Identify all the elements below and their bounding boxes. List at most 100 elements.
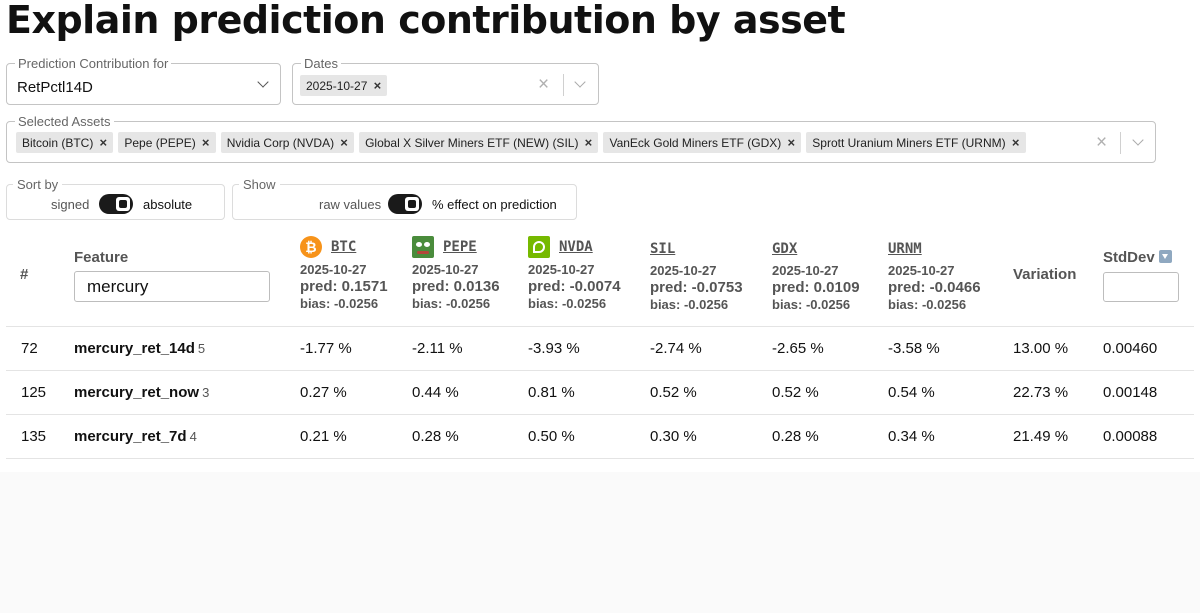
nvidia-icon xyxy=(528,236,550,258)
asset-bias: bias: -0.0256 xyxy=(772,297,851,312)
feature-count: 3 xyxy=(202,385,210,400)
stddev-header-label: StdDev xyxy=(1103,249,1155,266)
feature-count: 4 xyxy=(189,429,197,444)
ticker-link-urnm[interactable]: URNM xyxy=(888,241,922,257)
show-toggle-switch[interactable] xyxy=(388,194,422,214)
asset-column-btc: ₿ BTC 2025-10-27 pred: 0.1571 bias: -0.0… xyxy=(300,235,388,311)
variation-cell: 13.00 % xyxy=(1013,340,1069,357)
asset-chip-label: Nvidia Corp (NVDA) xyxy=(226,135,335,150)
ticker-link-gdx[interactable]: GDX xyxy=(772,241,798,257)
asset-chip-label: Global X Silver Miners ETF (NEW) (SIL) xyxy=(365,135,579,150)
stddev-header[interactable]: StdDev xyxy=(1103,249,1172,266)
feature-name-text: mercury_ret_14d xyxy=(74,340,195,357)
rank-cell: 135 xyxy=(21,428,47,445)
rank-cell: 125 xyxy=(21,384,47,401)
asset-column-urnm: URNM 2025-10-27 pred: -0.0466 bias: -0.0… xyxy=(888,238,981,312)
remove-chip-icon[interactable]: × xyxy=(787,135,796,150)
asset-chip-nvda: Nvidia Corp (NVDA) × xyxy=(220,132,355,153)
asset-pred: pred: -0.0753 xyxy=(650,279,743,296)
asset-column-sil: SIL 2025-10-27 pred: -0.0753 bias: -0.02… xyxy=(650,238,743,312)
remove-chip-icon[interactable]: × xyxy=(340,135,348,150)
ticker-link-btc[interactable]: BTC xyxy=(331,239,357,255)
dates-select[interactable]: Dates 2025-10-27 × × xyxy=(292,56,599,105)
asset-bias: bias: -0.0256 xyxy=(412,296,491,311)
asset-column-nvda: NVDA 2025-10-27 pred: -0.0074 bias: -0.0… xyxy=(528,235,621,311)
header-divider xyxy=(6,326,1194,327)
value-cell-gdx: 0.28 % xyxy=(772,428,819,445)
sort-toggle-switch[interactable] xyxy=(99,194,133,214)
asset-chip-btc: Bitcoin (BTC) × xyxy=(16,132,114,153)
value-cell-btc: 0.27 % xyxy=(300,384,347,401)
chevron-down-icon[interactable] xyxy=(1132,134,1144,146)
clear-icon[interactable]: × xyxy=(1096,132,1108,153)
asset-chip-label: Sprott Uranium Miners ETF (URNM) xyxy=(812,135,1006,150)
asset-column-pepe: PEPE 2025-10-27 pred: 0.0136 bias: -0.02… xyxy=(412,235,500,311)
sort-by-group: Sort by signed absolute xyxy=(6,178,225,220)
asset-chip-urnm: Sprott Uranium Miners ETF (URNM) × xyxy=(806,132,1026,153)
feature-name: mercury_ret_14d 5 xyxy=(74,340,205,357)
clear-icon[interactable]: × xyxy=(538,74,550,95)
feature-filter-input[interactable] xyxy=(74,271,270,302)
show-raw-label: raw values xyxy=(319,197,382,212)
feature-name: mercury_ret_7d 4 xyxy=(74,428,197,445)
bitcoin-icon: ₿ xyxy=(300,236,322,258)
feature-name-text: mercury_ret_7d xyxy=(74,428,187,445)
stddev-cell: 0.00460 xyxy=(1103,340,1158,357)
asset-bias: bias: -0.0256 xyxy=(528,296,607,311)
remove-chip-icon[interactable]: × xyxy=(1011,135,1020,150)
selected-assets-select[interactable]: Selected Assets Bitcoin (BTC) × Pepe (PEP… xyxy=(6,114,1156,163)
value-cell-nvda: 0.81 % xyxy=(528,384,575,401)
variation-header[interactable]: Variation xyxy=(1013,266,1077,283)
asset-date: 2025-10-27 xyxy=(528,262,595,277)
remove-chip-icon[interactable]: × xyxy=(99,135,108,150)
asset-column-gdx: GDX 2025-10-27 pred: 0.0109 bias: -0.025… xyxy=(772,238,860,312)
prediction-contribution-select[interactable]: Prediction Contribution for RetPctl14D xyxy=(6,56,281,105)
feature-name: mercury_ret_now 3 xyxy=(74,384,209,401)
asset-chip-sil: Global X Silver Miners ETF (NEW) (SIL) × xyxy=(359,132,599,153)
date-chip-label: 2025-10-27 xyxy=(306,78,368,93)
asset-chip-label: VanEck Gold Miners ETF (GDX) xyxy=(609,135,782,150)
chevron-down-icon[interactable] xyxy=(574,76,586,88)
value-cell-sil: 0.52 % xyxy=(650,384,697,401)
remove-chip-icon[interactable]: × xyxy=(373,78,382,93)
asset-date: 2025-10-27 xyxy=(412,262,479,277)
asset-date: 2025-10-27 xyxy=(650,263,717,278)
sort-down-icon[interactable] xyxy=(1158,250,1172,263)
prediction-contribution-value: RetPctl14D xyxy=(17,79,93,96)
pepe-icon xyxy=(412,236,434,258)
value-cell-btc: 0.21 % xyxy=(300,428,347,445)
feature-count: 5 xyxy=(197,341,206,356)
value-cell-btc: -1.77 % xyxy=(300,340,352,357)
date-chip: 2025-10-27 × xyxy=(300,75,388,96)
stddev-filter-input[interactable] xyxy=(1103,272,1179,302)
variation-cell: 22.73 % xyxy=(1013,384,1069,401)
value-cell-gdx: -2.65 % xyxy=(772,340,824,357)
asset-pred: pred: 0.0109 xyxy=(772,279,860,296)
rank-header: # xyxy=(20,266,29,283)
feature-header[interactable]: Feature xyxy=(74,249,129,266)
ticker-link-nvda[interactable]: NVDA xyxy=(559,239,593,255)
row-divider xyxy=(6,370,1194,371)
asset-chip-label: Bitcoin (BTC) xyxy=(22,135,94,150)
ticker-link-pepe[interactable]: PEPE xyxy=(443,239,477,255)
page-title: Explain prediction contribution by asset xyxy=(6,0,846,42)
ticker-link-sil[interactable]: SIL xyxy=(650,241,676,257)
show-effect-label: % effect on prediction xyxy=(432,197,557,212)
chevron-down-icon[interactable] xyxy=(257,76,269,88)
separator xyxy=(1120,132,1121,154)
asset-date: 2025-10-27 xyxy=(300,262,367,277)
value-cell-urnm: -3.58 % xyxy=(888,340,940,357)
value-cell-pepe: -2.11 % xyxy=(412,340,463,357)
remove-chip-icon[interactable]: × xyxy=(201,135,210,150)
show-label: Show xyxy=(239,178,280,192)
asset-bias: bias: -0.0256 xyxy=(650,297,729,312)
value-cell-urnm: 0.54 % xyxy=(888,384,935,401)
asset-pred: pred: -0.0074 xyxy=(528,278,621,295)
value-cell-nvda: 0.50 % xyxy=(528,428,575,445)
remove-chip-icon[interactable]: × xyxy=(584,135,593,150)
row-divider xyxy=(6,458,1194,459)
value-cell-sil: -2.74 % xyxy=(650,340,702,357)
variation-cell: 21.49 % xyxy=(1013,428,1069,445)
value-cell-pepe: 0.28 % xyxy=(412,428,459,445)
page-bottom-area xyxy=(0,472,1200,613)
